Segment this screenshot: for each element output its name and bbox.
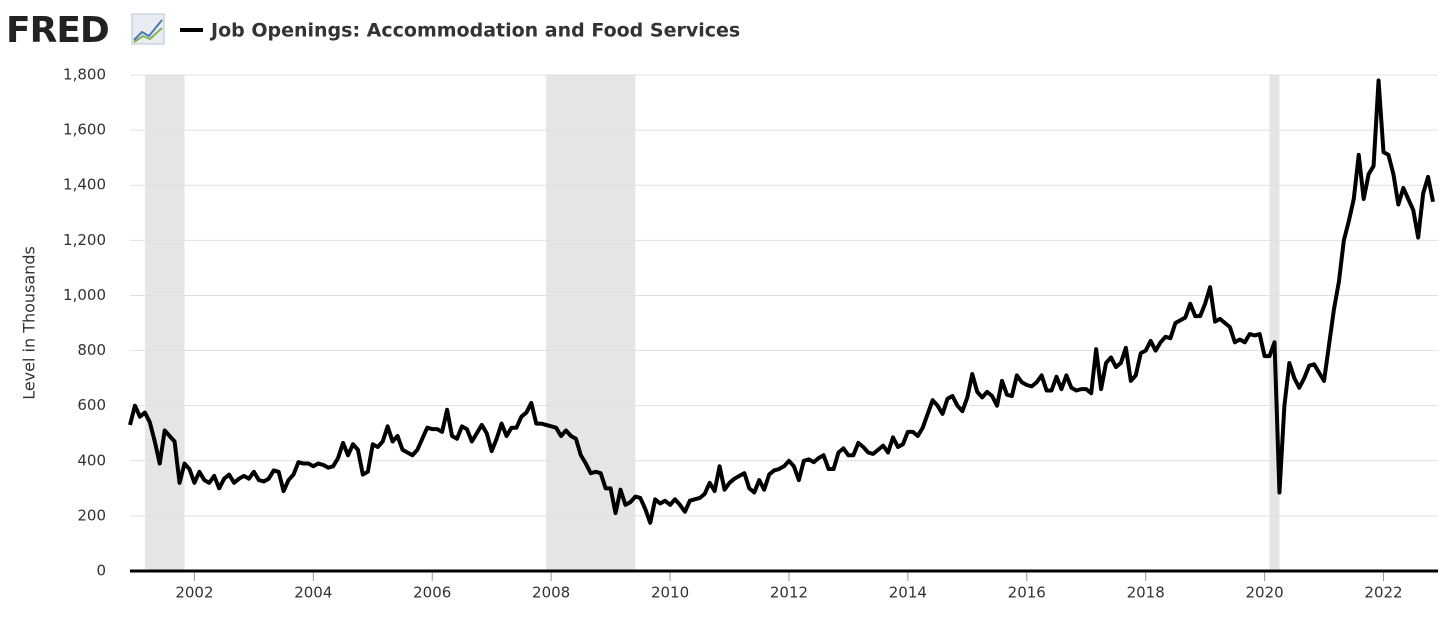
y-tick-label: 200	[77, 506, 106, 524]
y-tick-label: 1,200	[63, 231, 106, 249]
y-tick-label: 400	[77, 451, 106, 469]
x-tick-label: 2012	[770, 584, 808, 602]
x-tick-label: 2008	[532, 584, 570, 602]
y-tick-label: 600	[77, 396, 106, 414]
y-tick-label: 0	[96, 562, 106, 580]
logo-icon-line	[133, 19, 163, 41]
x-tick-label: 2004	[294, 584, 332, 602]
y-axis-label: Level in Thousands	[20, 246, 39, 400]
x-tick-label: 2006	[413, 584, 451, 602]
logo: FRED	[6, 10, 165, 51]
recession-band	[1269, 75, 1280, 571]
logo-text: FRED	[6, 10, 109, 51]
y-tick-label: 1,800	[63, 66, 106, 84]
logo-icon-line	[133, 27, 163, 43]
x-tick-label: 2002	[175, 584, 213, 602]
x-tick-label: 2020	[1245, 584, 1283, 602]
y-tick-label: 1,400	[63, 176, 106, 194]
x-tick-label: 2010	[651, 584, 689, 602]
x-tick-label: 2014	[889, 584, 927, 602]
x-tick-label: 2022	[1364, 584, 1402, 602]
recession-band	[144, 75, 185, 571]
x-tick-label: 2018	[1127, 584, 1165, 602]
series-line	[128, 78, 1436, 525]
y-tick-label: 800	[77, 341, 106, 359]
legend-label: Job Openings: Accommodation and Food Ser…	[209, 20, 740, 42]
y-tick-label: 1,600	[63, 121, 106, 139]
x-tick-label: 2016	[1008, 584, 1046, 602]
y-tick-label: 1,000	[63, 286, 106, 304]
